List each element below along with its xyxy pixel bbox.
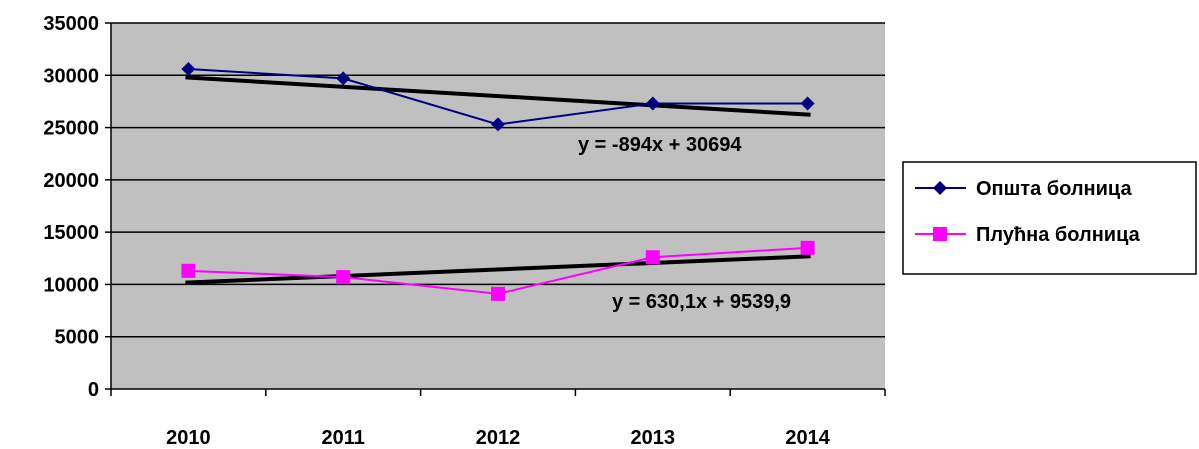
plot-area: [111, 23, 885, 389]
trend-equation-1: y = -894x + 30694: [578, 134, 742, 156]
gridlines: [111, 22, 885, 338]
legend-box: [902, 161, 1197, 275]
data-point: [800, 96, 815, 111]
y-tick-label: 25000: [43, 118, 99, 140]
legend: Општа болница Плућна болница: [902, 161, 1197, 275]
y-tick-label: 5000: [55, 327, 100, 349]
data-point: [181, 62, 196, 77]
trendline: [185, 75, 811, 117]
y-tick-label: 0: [88, 379, 99, 401]
y-axis: 0 5000 10000 15000 20000 25000 30000 35000: [43, 13, 112, 401]
x-tick-label: 2010: [166, 427, 211, 449]
y-tick-label: 20000: [43, 170, 99, 192]
trendlines: [185, 75, 811, 285]
trendline: [185, 254, 811, 285]
trend-equations: y = -894x + 30694 y = 630,1x + 9539,9: [578, 134, 791, 313]
data-point: [491, 117, 505, 132]
legend-marker: [933, 227, 947, 241]
x-tick-label: 2014: [785, 427, 830, 449]
y-tick-label: 35000: [43, 13, 99, 35]
data-point: [800, 240, 815, 255]
legend-label: Општа болница: [976, 178, 1132, 200]
y-tick-label: 15000: [43, 222, 99, 244]
data-point: [491, 286, 505, 301]
legend-label: Плућна болница: [976, 224, 1141, 246]
y-tick-label: 30000: [43, 65, 99, 87]
data-point: [181, 263, 196, 278]
data-point: [336, 270, 351, 285]
x-tick-label: 2013: [631, 427, 676, 449]
data-point: [336, 71, 351, 86]
y-tick-label: 10000: [43, 274, 99, 296]
trend-equation-2: y = 630,1x + 9539,9: [612, 291, 791, 313]
x-axis: 2010 2011 2012 2013 2014: [110, 388, 886, 449]
x-tick-label: 2012: [476, 427, 521, 449]
legend-marker: [933, 181, 947, 195]
x-tick-label: 2011: [322, 427, 365, 449]
data-point: [645, 96, 660, 111]
series-layer: [181, 62, 815, 301]
data-point: [645, 250, 660, 265]
